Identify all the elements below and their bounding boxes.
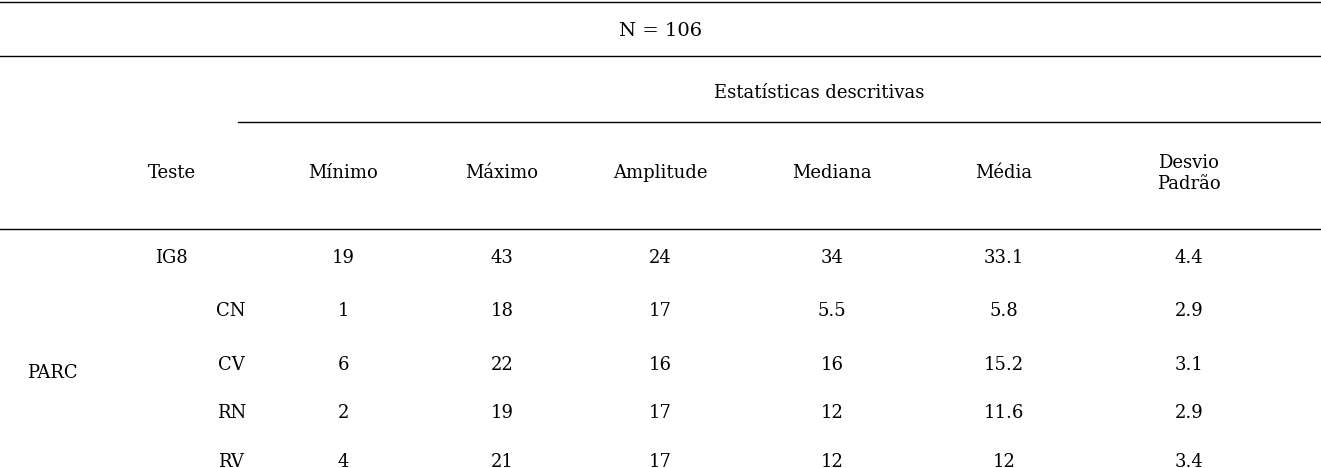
Text: 21: 21 [490,453,514,468]
Text: 4: 4 [338,453,349,468]
Text: 19: 19 [490,404,514,423]
Text: 22: 22 [490,356,514,373]
Text: CN: CN [217,302,246,320]
Text: 5.5: 5.5 [818,302,847,320]
Text: 16: 16 [820,356,844,373]
Text: 11.6: 11.6 [984,404,1024,423]
Text: Amplitude: Amplitude [613,164,708,183]
Text: RN: RN [217,404,246,423]
Text: 2.9: 2.9 [1174,302,1203,320]
Text: 3.4: 3.4 [1174,453,1203,468]
Text: 17: 17 [649,404,672,423]
Text: CV: CV [218,356,244,373]
Text: 5.8: 5.8 [989,302,1018,320]
Text: RV: RV [218,453,244,468]
Text: Mediana: Mediana [793,164,872,183]
Text: Teste: Teste [148,164,196,183]
Text: Mínimo: Mínimo [309,164,378,183]
Text: 4.4: 4.4 [1174,249,1203,267]
Text: 33.1: 33.1 [984,249,1024,267]
Text: Máximo: Máximo [465,164,539,183]
Text: 1: 1 [338,302,349,320]
Text: Estatísticas descritivas: Estatísticas descritivas [713,84,925,102]
Text: 2: 2 [338,404,349,423]
Text: Média: Média [975,164,1033,183]
Text: 12: 12 [820,453,844,468]
Text: PARC: PARC [28,365,78,382]
Text: 16: 16 [649,356,672,373]
Text: N = 106: N = 106 [620,22,701,40]
Text: 12: 12 [992,453,1016,468]
Text: 2.9: 2.9 [1174,404,1203,423]
Text: 19: 19 [332,249,355,267]
Text: 43: 43 [490,249,514,267]
Text: Desvio
Padrão: Desvio Padrão [1157,154,1221,193]
Text: 17: 17 [649,302,672,320]
Text: 34: 34 [820,249,844,267]
Text: 15.2: 15.2 [984,356,1024,373]
Text: IG8: IG8 [156,249,188,267]
Text: 18: 18 [490,302,514,320]
Text: 17: 17 [649,453,672,468]
Text: 3.1: 3.1 [1174,356,1203,373]
Text: 12: 12 [820,404,844,423]
Text: 24: 24 [649,249,672,267]
Text: 6: 6 [338,356,349,373]
